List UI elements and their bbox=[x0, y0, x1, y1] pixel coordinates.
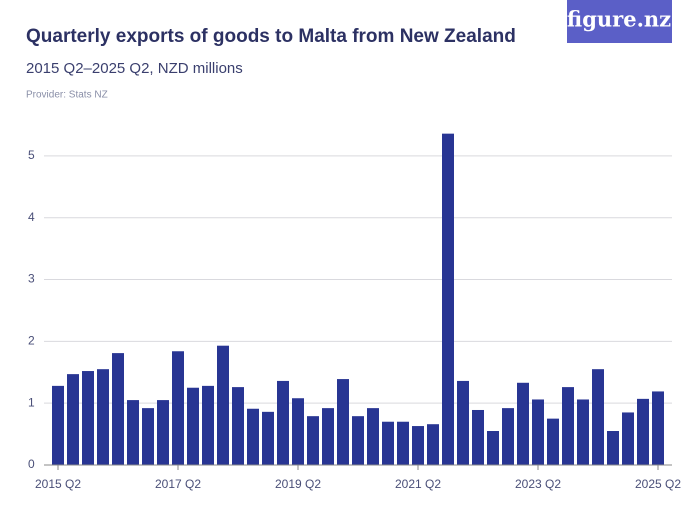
x-tick-label: 2021 Q2 bbox=[395, 477, 441, 491]
bar bbox=[292, 398, 304, 465]
bar bbox=[127, 400, 139, 465]
x-tick-label: 2019 Q2 bbox=[275, 477, 321, 491]
bar bbox=[457, 380, 469, 465]
bar bbox=[487, 431, 499, 465]
bar bbox=[607, 431, 619, 465]
bar bbox=[577, 399, 589, 465]
bar bbox=[52, 385, 64, 465]
bar bbox=[67, 374, 79, 465]
bar bbox=[247, 408, 259, 465]
y-tick-label: 0 bbox=[28, 457, 35, 471]
bar bbox=[97, 369, 109, 465]
logo: figure.nz bbox=[567, 7, 671, 32]
bar bbox=[262, 411, 274, 465]
logo-box bbox=[567, 0, 672, 43]
bar bbox=[397, 421, 409, 465]
bar bbox=[532, 399, 544, 465]
bar bbox=[82, 371, 94, 465]
bar bbox=[367, 408, 379, 465]
bar bbox=[337, 379, 349, 465]
bar bbox=[202, 385, 214, 465]
x-tick-label: 2025 Q2 bbox=[635, 477, 681, 491]
provider: Provider: Stats NZ bbox=[26, 90, 108, 101]
bar bbox=[352, 416, 364, 465]
bar bbox=[157, 400, 169, 465]
chart-title: Quarterly exports of goods to Malta from… bbox=[26, 26, 516, 47]
x-tick-label: 2023 Q2 bbox=[515, 477, 561, 491]
bar bbox=[307, 416, 319, 465]
y-tick-label: 1 bbox=[28, 395, 35, 409]
bar bbox=[517, 382, 529, 465]
bar bbox=[112, 353, 124, 465]
bar bbox=[427, 424, 439, 465]
bar bbox=[322, 408, 334, 465]
bar bbox=[562, 387, 574, 465]
bar bbox=[232, 387, 244, 465]
bar bbox=[652, 391, 664, 465]
bar bbox=[277, 380, 289, 465]
bar bbox=[592, 369, 604, 465]
bar bbox=[172, 351, 184, 465]
y-tick-label: 3 bbox=[28, 272, 35, 286]
bar bbox=[502, 408, 514, 465]
bar bbox=[442, 133, 454, 465]
bar bbox=[217, 345, 229, 465]
bar bbox=[187, 387, 199, 465]
bar bbox=[637, 398, 649, 465]
y-tick-label: 5 bbox=[28, 148, 35, 162]
y-tick-label: 2 bbox=[28, 334, 35, 348]
bar bbox=[382, 421, 394, 465]
bar bbox=[622, 412, 634, 465]
bar bbox=[547, 418, 559, 465]
x-tick-label: 2017 Q2 bbox=[155, 477, 201, 491]
x-tick-label: 2015 Q2 bbox=[35, 477, 81, 491]
chart-subtitle: 2015 Q2–2025 Q2, NZD millions bbox=[26, 60, 243, 77]
bar bbox=[142, 408, 154, 465]
y-tick-label: 4 bbox=[28, 210, 35, 224]
bar bbox=[412, 426, 424, 465]
bar bbox=[472, 409, 484, 465]
